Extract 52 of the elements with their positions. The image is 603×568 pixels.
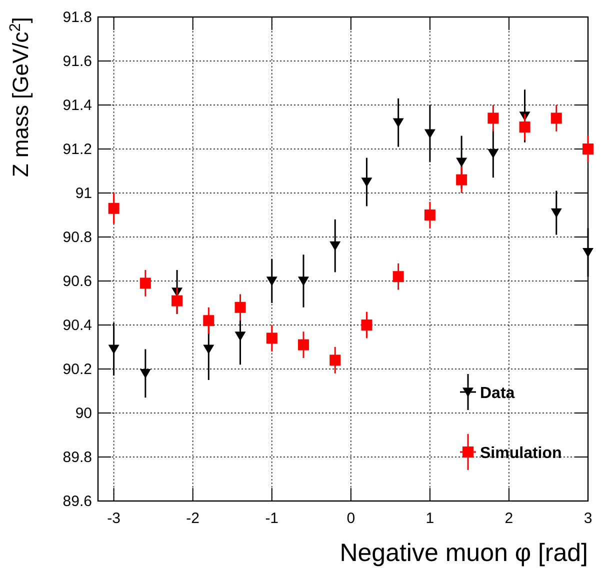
point — [550, 112, 562, 124]
point — [298, 339, 309, 350]
y-tick-label: 91.2 — [62, 141, 92, 158]
point — [519, 122, 530, 132]
point — [488, 149, 499, 158]
point — [140, 369, 151, 378]
point — [361, 320, 372, 330]
point — [488, 112, 499, 124]
x-tick-label: 1 — [426, 510, 434, 527]
y-tick-label: 91.4 — [62, 97, 92, 114]
x-tick-label: -1 — [265, 510, 279, 527]
point — [456, 174, 468, 186]
point — [266, 332, 278, 344]
point — [234, 302, 246, 313]
x-tick-label: -2 — [186, 510, 200, 527]
y-tick-label: 91.6 — [62, 53, 92, 70]
legend-label: Data — [480, 385, 515, 402]
y-tick-label: 89.8 — [62, 449, 92, 466]
y-tick-label: 91 — [75, 185, 92, 202]
point — [140, 278, 151, 289]
y-tick-label: 90.6 — [62, 273, 92, 290]
point — [330, 354, 341, 366]
point — [582, 144, 594, 154]
x-tick-label: 3 — [584, 510, 592, 527]
x-tick-label: 0 — [346, 510, 356, 527]
point — [266, 276, 278, 286]
point — [424, 210, 436, 220]
point — [582, 248, 594, 258]
point — [392, 118, 404, 128]
point — [424, 129, 436, 139]
point — [172, 295, 183, 306]
point — [234, 332, 246, 341]
x-axis-title: Negative muon φ [rad] — [340, 539, 588, 567]
x-tick-label: 2 — [504, 510, 514, 527]
x-tick-label: -3 — [107, 510, 120, 527]
y-tick-label: 90.4 — [62, 317, 92, 334]
point — [456, 158, 468, 168]
y-tick-label: 89.6 — [62, 493, 92, 510]
y-tick-label: 90.8 — [62, 229, 92, 246]
point — [108, 202, 120, 214]
point — [108, 344, 120, 354]
point — [298, 276, 309, 286]
y-tick-label: 91.8 — [62, 9, 92, 26]
point — [203, 315, 214, 326]
point — [361, 178, 372, 187]
point — [330, 241, 341, 251]
legend-label: Simulation — [480, 445, 562, 462]
point — [203, 344, 214, 354]
point — [550, 208, 562, 218]
y-tick-label: 90.2 — [62, 361, 92, 378]
point — [392, 271, 404, 282]
y-tick-label: 90 — [75, 405, 92, 422]
